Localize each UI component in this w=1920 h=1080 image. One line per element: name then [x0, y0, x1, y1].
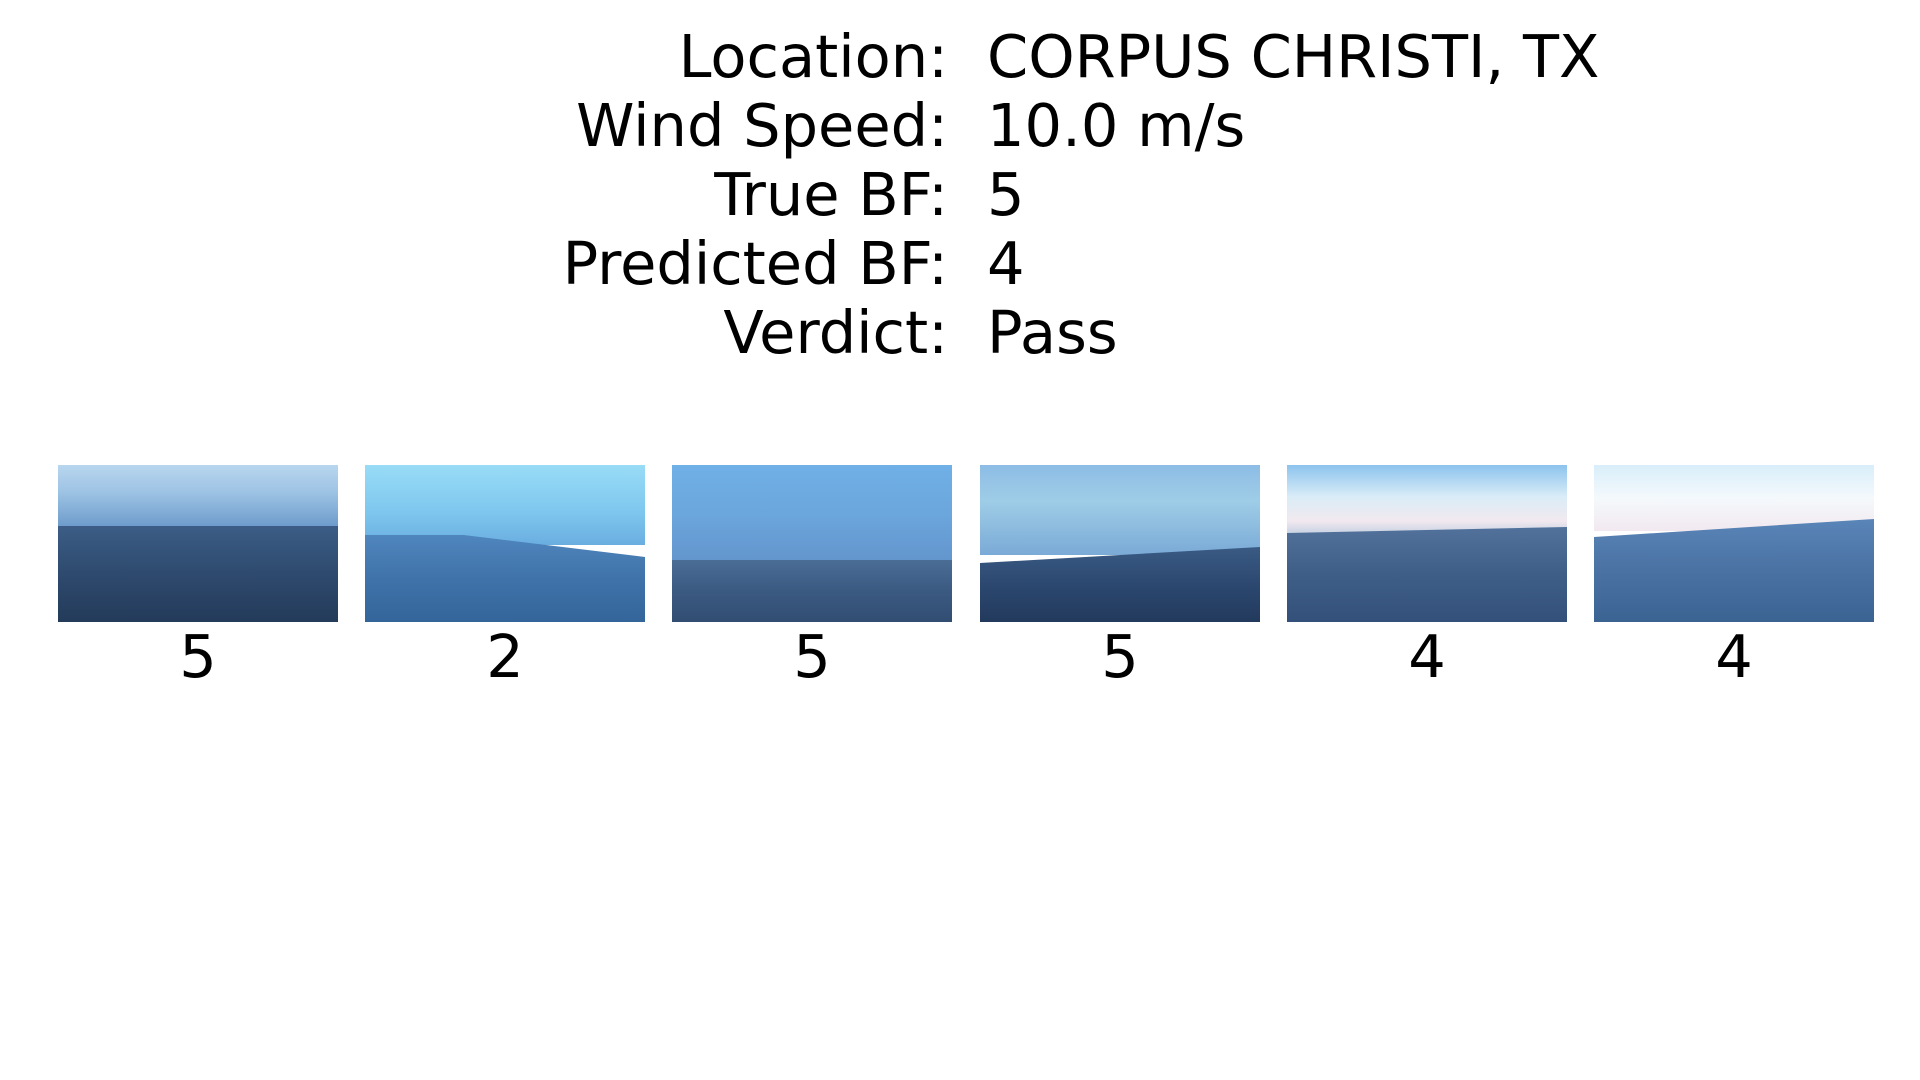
sea-photo: [58, 465, 338, 622]
photo-bf-label: 5: [793, 622, 831, 691]
photo-bf-label: 4: [1715, 622, 1753, 691]
sea-photo: [672, 465, 952, 622]
photo-card: 2: [365, 465, 645, 692]
photo-card: 4: [1287, 465, 1567, 692]
sky-region: [1594, 465, 1874, 531]
verdict-label: Verdict:: [723, 298, 948, 367]
true-bf-row: True BF: 5: [0, 160, 1920, 229]
predicted-bf-label: Predicted BF:: [562, 229, 948, 298]
location-label: Location:: [678, 22, 948, 91]
true-bf-label: True BF:: [714, 160, 948, 229]
photo-strip: 5 2 5 5 4 4: [58, 465, 1878, 695]
sea-photo: [1287, 465, 1567, 622]
sky-region: [672, 465, 952, 563]
location-value: CORPUS CHRISTI, TX: [987, 22, 1600, 91]
predicted-bf-row: Predicted BF: 4: [0, 229, 1920, 298]
true-bf-value: 5: [987, 160, 1025, 229]
wind-speed-label: Wind Speed:: [576, 91, 948, 160]
photo-card: 5: [980, 465, 1260, 692]
photo-bf-label: 2: [486, 622, 524, 691]
predicted-bf-value: 4: [987, 229, 1025, 298]
wind-speed-row: Wind Speed: 10.0 m/s: [0, 91, 1920, 160]
sea-photo: [365, 465, 645, 622]
verdict-value: Pass: [987, 298, 1118, 367]
photo-bf-label: 4: [1408, 622, 1446, 691]
sea-region: [1287, 527, 1567, 622]
sky-region: [1287, 465, 1567, 535]
sea-region: [1594, 519, 1874, 622]
info-block: Location: CORPUS CHRISTI, TX Wind Speed:…: [0, 22, 1920, 367]
location-row: Location: CORPUS CHRISTI, TX: [0, 22, 1920, 91]
wind-speed-value: 10.0 m/s: [987, 91, 1246, 160]
sky-region: [980, 465, 1260, 555]
photo-bf-label: 5: [179, 622, 217, 691]
photo-card: 5: [58, 465, 338, 692]
photo-card: 5: [672, 465, 952, 692]
sea-region: [58, 526, 338, 622]
sea-region: [365, 535, 645, 622]
sea-region: [672, 560, 952, 622]
verdict-row: Verdict: Pass: [0, 298, 1920, 367]
sea-photo: [1594, 465, 1874, 622]
photo-card: 4: [1594, 465, 1874, 692]
sea-region: [980, 547, 1260, 622]
sky-region: [365, 465, 645, 545]
photo-bf-label: 5: [1101, 622, 1139, 691]
sea-photo: [980, 465, 1260, 622]
sky-region: [58, 465, 338, 526]
